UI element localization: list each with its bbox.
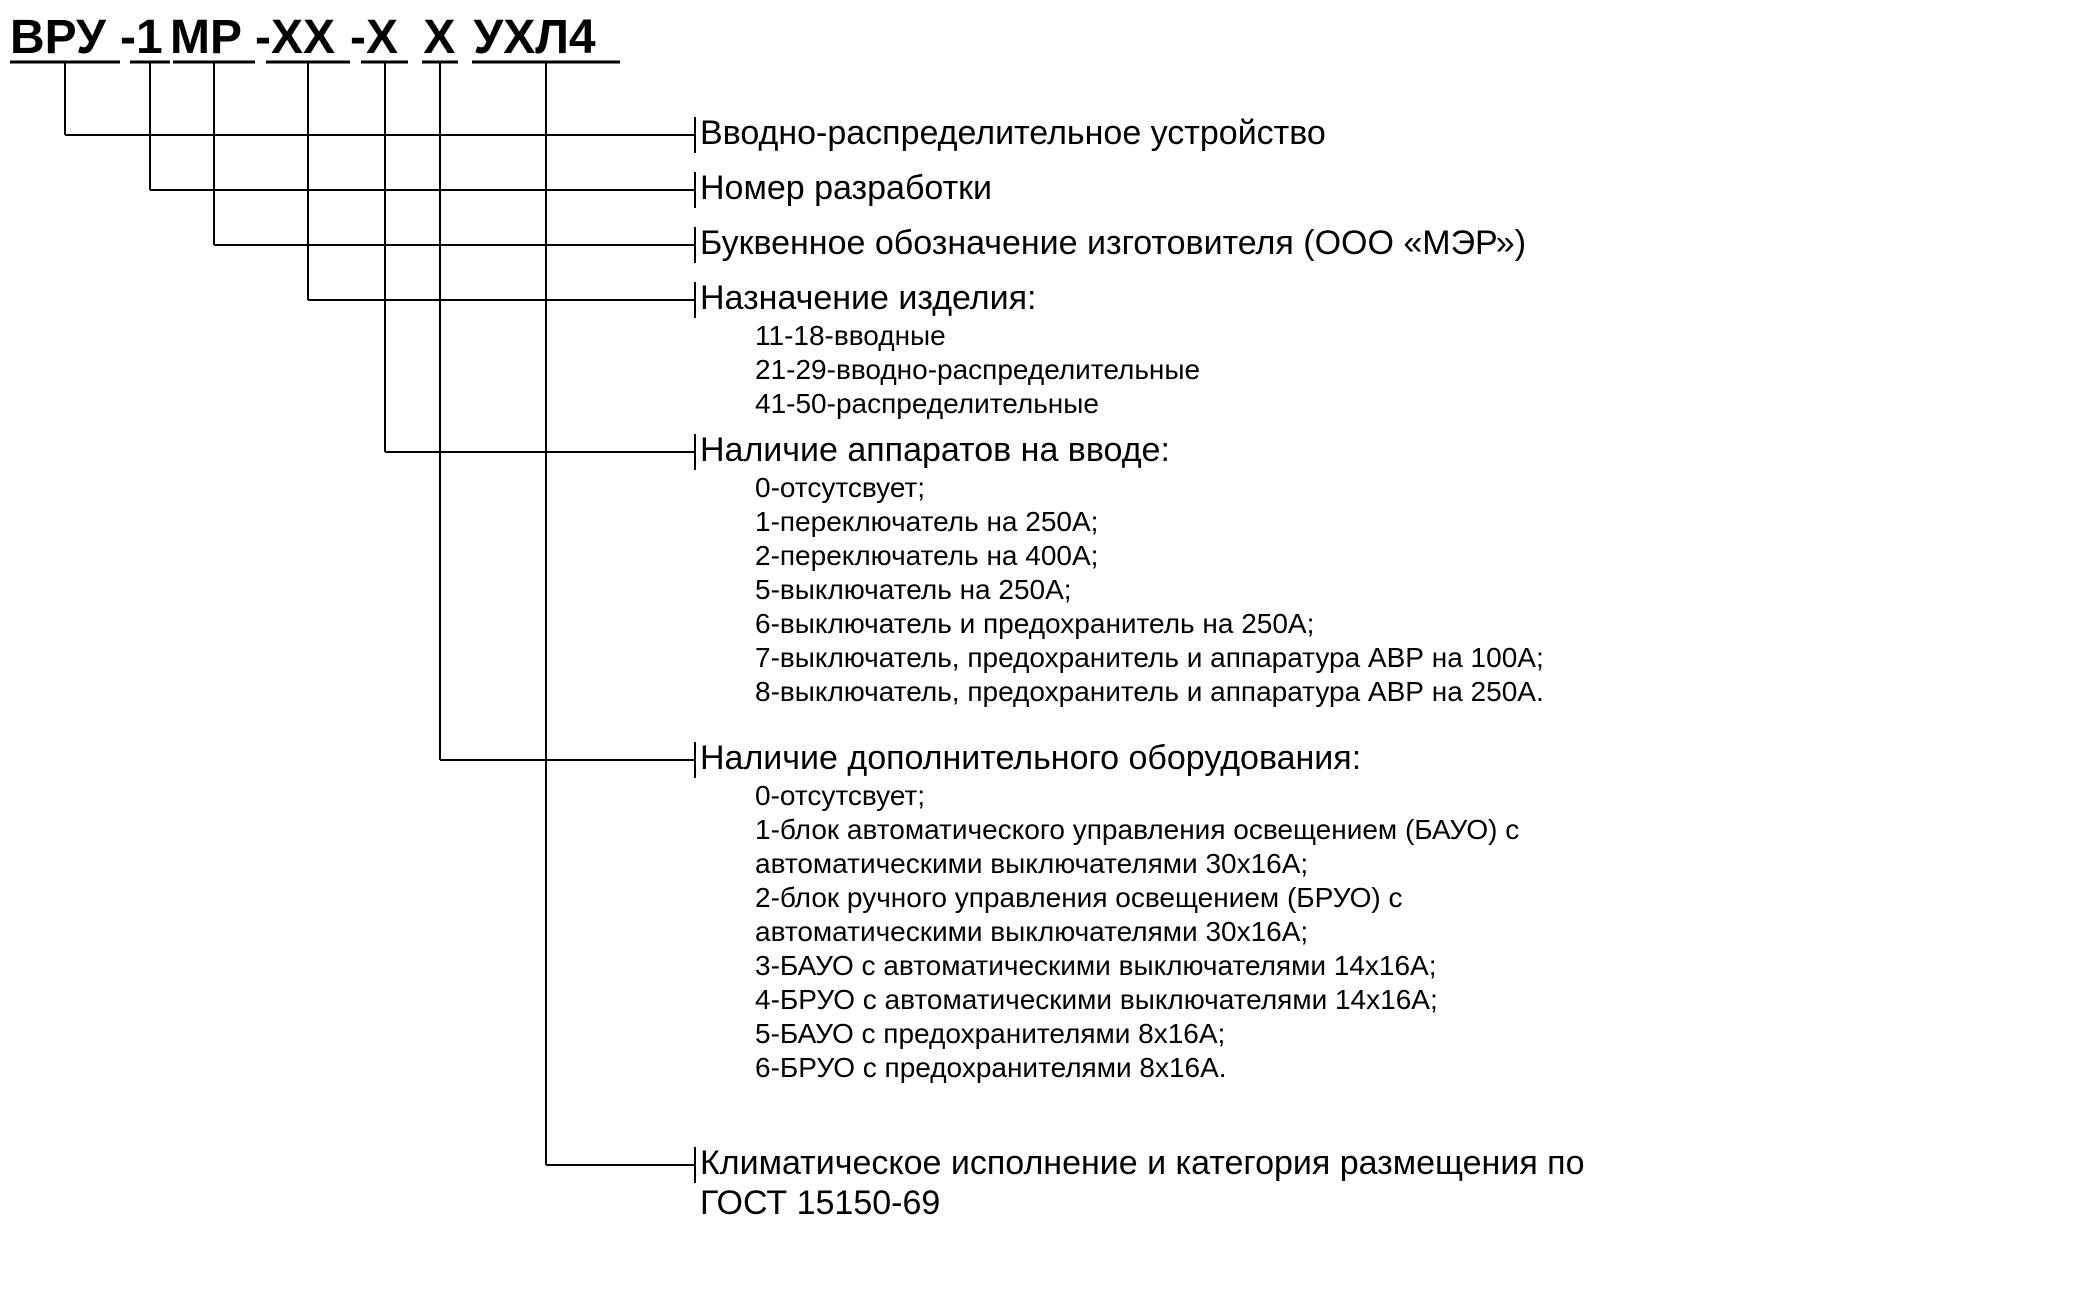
item-xx-title: Назначение изделия: [700, 279, 1037, 318]
title-segment-seg-x1: -Х [350, 10, 398, 65]
item-x1-sub-2: 2-переключатель на 400А; [755, 539, 1098, 573]
item-x2-sub-8: 6-БРУО с предохранителями 8х16А. [755, 1051, 1227, 1085]
item-x1-sub-3: 5-выключатель на 250А; [755, 573, 1072, 607]
item-x2-sub-0: 0-отсутсвует; [755, 779, 925, 813]
title-segment-seg-xx: -ХХ [255, 10, 335, 65]
item-x2-sub-7: 5-БАУО с предохранителями 8х16А; [755, 1017, 1225, 1051]
item-x2-sub-1: 1-блок автоматического управления освеще… [755, 813, 1519, 847]
item-xx-sub-0: 11-18-вводные [755, 319, 946, 353]
item-x2-title: Наличие дополнительного оборудования: [700, 739, 1361, 778]
item-uhl4-title-line2: ГОСТ 15150-69 [700, 1184, 940, 1223]
item-xx-sub-1: 21-29-вводно-распределительные [755, 353, 1200, 387]
item-x2-sub-5: 3-БАУО с автоматическими выключателями 1… [755, 949, 1437, 983]
item-x2-sub-6: 4-БРУО с автоматическими выключателями 1… [755, 983, 1438, 1017]
item-vru-title: Вводно-распределительное устройство [700, 114, 1326, 153]
item-x1-sub-6: 8-выключатель, предохранитель и аппарату… [755, 675, 1544, 709]
title-segment-seg-uhl4: УХЛ4 [460, 10, 596, 65]
item-mr-title: Буквенное обозначение изготовителя (ООО … [700, 224, 1526, 263]
item-xx-sub-2: 41-50-распределительные [755, 387, 1099, 421]
item-uhl4-title: Климатическое исполнение и категория раз… [700, 1144, 1585, 1183]
diagram-root: ВРУ -1МР-ХХ -Х Х УХЛ4 Вводно-распределитель… [0, 0, 2078, 1296]
item-x1-sub-5: 7-выключатель, предохранитель и аппарату… [755, 641, 1544, 675]
item-x1-title: Наличие аппаратов на вводе: [700, 431, 1170, 470]
title-segment-seg-vru: ВРУ [10, 10, 106, 65]
item-x2-sub-4: автоматическими выключателями 30х16А; [755, 915, 1308, 949]
item-x1-sub-0: 0-отсутсвует; [755, 471, 925, 505]
title-segment-seg-x2: Х [410, 10, 455, 65]
item-x1-sub-4: 6-выключатель и предохранитель на 250А; [755, 607, 1314, 641]
item-x2-sub-2: автоматическими выключателями 30х16А; [755, 847, 1308, 881]
item-x2-sub-3: 2-блок ручного управления освещением (БР… [755, 881, 1402, 915]
item-x1-sub-1: 1-переключатель на 250А; [755, 505, 1098, 539]
title-segment-seg-mr: МР [170, 10, 242, 65]
item-nomer-title: Номер разработки [700, 169, 992, 208]
title-segment-seg-1: -1 [120, 10, 163, 65]
